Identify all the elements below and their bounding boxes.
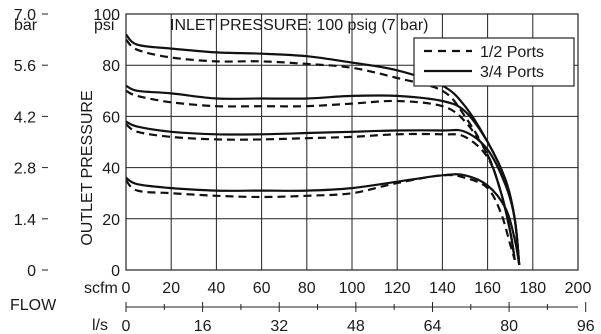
y-tick-label: 60 [102, 109, 120, 126]
x-tick-label: 160 [474, 280, 501, 297]
legend-label: 3/4 Ports [480, 64, 544, 81]
y-tick-label: 100 [93, 7, 120, 24]
x2-tick-label: 32 [270, 318, 288, 334]
x-tick-label: 40 [208, 280, 226, 297]
plot-frame [125, 13, 579, 271]
x-unit-scfm: scfm [84, 280, 118, 297]
x2-tick-label: 64 [424, 318, 442, 334]
curves [125, 33, 521, 266]
x2-tick-label: 16 [194, 318, 212, 334]
y-tick-label: 40 [102, 161, 120, 178]
legend-label: 1/2 Ports [480, 44, 544, 61]
chart-title: INLET PRESSURE: 100 psig (7 bar) [170, 17, 428, 34]
x-tick-label: 180 [519, 280, 546, 297]
curve-half-inch-1 [125, 38, 516, 260]
y2-tick-label: 7.0 [14, 7, 36, 24]
curve-half-inch-3 [125, 89, 516, 260]
x-tick-label: 0 [122, 280, 131, 297]
y-tick-label: 80 [102, 58, 120, 75]
x2-tick-label: 0 [122, 318, 131, 334]
x-tick-label: 140 [429, 280, 456, 297]
y-unit-psi: psi [94, 17, 114, 34]
y2-tick-label: 1.4 [14, 212, 36, 229]
x2-tick-label: 96 [577, 318, 595, 334]
curve-three-quarter-inch-6 [125, 173, 521, 266]
y-tick-label: 0 [111, 263, 120, 280]
x-axis-title: FLOW [10, 297, 57, 314]
x-tick-label: 60 [253, 280, 271, 297]
x2-tick-label: 80 [500, 318, 518, 334]
x2-tick-label: 48 [347, 318, 365, 334]
x-tick-label: 200 [565, 280, 592, 297]
x-tick-label: 20 [162, 280, 180, 297]
y-axis-title: OUTLET PRESSURE [79, 90, 96, 245]
curve-three-quarter-inch-4 [125, 120, 521, 265]
curve-three-quarter-inch-2 [125, 84, 521, 265]
legend: 1/2 Ports 3/4 Ports [413, 37, 575, 87]
x-tick-label: 80 [298, 280, 316, 297]
y2-tick-label: 5.6 [14, 58, 36, 75]
y2-tick-label: 0 [27, 263, 36, 280]
curve-half-inch-7 [125, 173, 516, 261]
x-tick-label: 100 [339, 280, 366, 297]
x-tick-label: 120 [384, 280, 411, 297]
y2-tick-label: 4.2 [14, 109, 36, 126]
y2-tick-label: 2.8 [14, 161, 36, 178]
tick-labels: 0 20 40 60 80 100 0 1.4 2.8 4.2 5.6 7.0 0 20 40 60 80 100… [14, 7, 595, 334]
y-tick-label: 20 [102, 212, 120, 229]
x-unit-ls: l/s [92, 317, 108, 334]
legend-box [413, 37, 575, 87]
y-unit-bar: bar [14, 17, 38, 34]
curve-half-inch-5 [125, 123, 516, 260]
